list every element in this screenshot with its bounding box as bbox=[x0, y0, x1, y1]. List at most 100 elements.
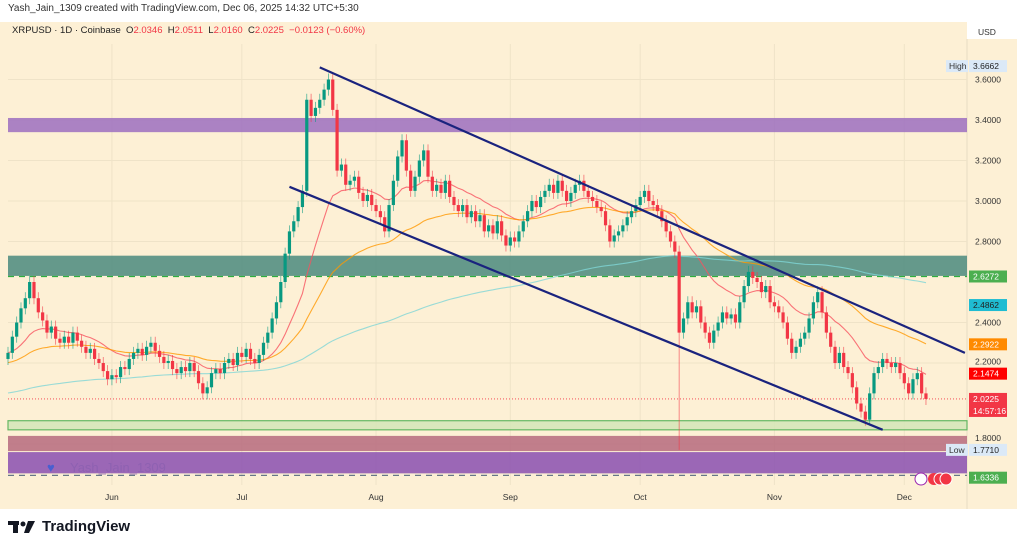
candle bbox=[885, 358, 889, 363]
price-zone bbox=[8, 255, 967, 276]
candle bbox=[586, 190, 590, 197]
candle bbox=[621, 225, 625, 232]
candle bbox=[45, 320, 49, 333]
event-icons[interactable] bbox=[914, 472, 953, 486]
candle bbox=[387, 205, 391, 232]
candle bbox=[907, 383, 911, 394]
candle bbox=[88, 348, 92, 353]
candle bbox=[335, 109, 339, 171]
candle bbox=[560, 180, 564, 191]
candle bbox=[266, 332, 270, 343]
candle bbox=[62, 336, 66, 343]
y-tick-label: 2.8000 bbox=[975, 237, 1001, 247]
candle bbox=[430, 176, 434, 191]
candle bbox=[452, 196, 456, 206]
candle bbox=[608, 225, 612, 242]
candle bbox=[417, 160, 421, 177]
symbol-info[interactable]: XRPUSD · 1D · Coinbase bbox=[12, 25, 121, 36]
candle bbox=[751, 271, 755, 278]
price-zone bbox=[8, 435, 967, 452]
high-prefix: High bbox=[949, 61, 967, 71]
candle bbox=[850, 373, 854, 388]
candle bbox=[348, 180, 352, 185]
candle bbox=[28, 282, 32, 299]
candle bbox=[673, 241, 677, 252]
x-tick-label: Sep bbox=[503, 492, 518, 502]
candle bbox=[590, 196, 595, 201]
candle bbox=[746, 271, 751, 287]
candle bbox=[153, 342, 157, 351]
candle bbox=[270, 318, 274, 333]
candle bbox=[131, 352, 136, 359]
candle bbox=[759, 282, 764, 293]
us-flag-icon[interactable] bbox=[939, 472, 953, 486]
candle bbox=[798, 338, 802, 347]
candle bbox=[222, 363, 227, 374]
candle bbox=[84, 346, 88, 353]
candle bbox=[292, 221, 296, 232]
candle bbox=[296, 207, 300, 222]
candle bbox=[75, 332, 79, 341]
high-label: H bbox=[167, 25, 175, 36]
close-value: 2.0225 bbox=[254, 25, 284, 36]
candle bbox=[326, 79, 331, 90]
y-tick-label: 2.2000 bbox=[975, 357, 1001, 367]
candle bbox=[110, 375, 114, 380]
candle bbox=[504, 235, 508, 246]
ema-mid-price-label-bg bbox=[969, 338, 1007, 351]
candle bbox=[196, 371, 201, 384]
candle bbox=[101, 363, 105, 372]
candle bbox=[71, 332, 75, 343]
y-tick-label: 3.0000 bbox=[975, 196, 1001, 206]
change-value: −0.0123 (−0.60%) bbox=[289, 25, 366, 36]
candle bbox=[707, 332, 712, 343]
candle bbox=[231, 358, 235, 366]
candle bbox=[97, 358, 101, 363]
price-zone bbox=[7, 420, 968, 431]
candle bbox=[166, 360, 170, 363]
ema-fast-price-label-bg bbox=[969, 367, 1007, 380]
candle bbox=[785, 322, 789, 339]
candle bbox=[777, 306, 781, 313]
candle bbox=[244, 348, 248, 357]
candle bbox=[339, 164, 344, 171]
candle bbox=[413, 176, 417, 191]
tradingview-logo[interactable]: TradingView bbox=[8, 518, 130, 535]
candle bbox=[924, 393, 928, 399]
candle bbox=[677, 251, 681, 333]
candle bbox=[123, 367, 127, 370]
candle bbox=[517, 231, 521, 242]
ema-fast-price-label: 2.1474 bbox=[973, 369, 999, 379]
candle bbox=[863, 411, 867, 420]
candle bbox=[80, 340, 84, 347]
candle bbox=[686, 302, 690, 319]
candle bbox=[209, 373, 214, 388]
candle bbox=[855, 387, 859, 404]
candle bbox=[920, 373, 924, 394]
lightning-icon[interactable] bbox=[914, 472, 928, 486]
candle bbox=[162, 356, 166, 363]
candle bbox=[19, 308, 23, 323]
candle bbox=[127, 358, 131, 370]
candle bbox=[287, 231, 292, 254]
currency-label[interactable]: USD bbox=[978, 27, 996, 37]
candle bbox=[720, 312, 725, 323]
candle bbox=[894, 363, 898, 368]
candle bbox=[733, 314, 738, 323]
candle bbox=[638, 196, 642, 206]
candle bbox=[49, 326, 53, 333]
candle bbox=[902, 373, 906, 384]
candle bbox=[205, 387, 209, 394]
resistance-price-label-bg bbox=[969, 270, 1007, 283]
candle bbox=[816, 292, 820, 303]
candle bbox=[530, 201, 534, 212]
countdown-label: 14:57:16 bbox=[973, 406, 1006, 416]
candle bbox=[820, 292, 824, 313]
candle bbox=[534, 201, 538, 208]
candle bbox=[807, 318, 811, 333]
candle bbox=[248, 348, 253, 359]
ohlc-legend: XRPUSD · 1D · Coinbase O2.0346 H2.0511 L… bbox=[0, 22, 967, 39]
candle bbox=[655, 205, 660, 212]
candle bbox=[67, 336, 71, 343]
